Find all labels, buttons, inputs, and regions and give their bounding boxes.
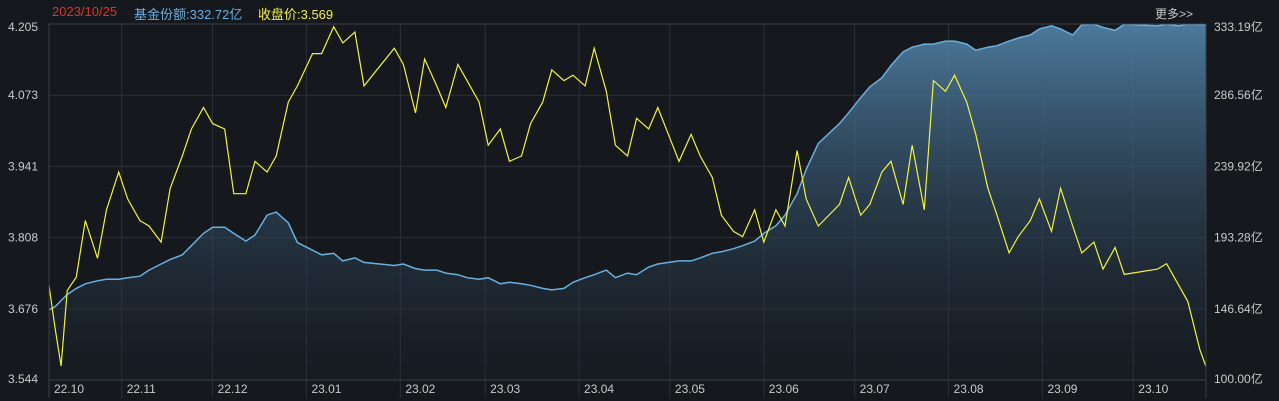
right-tick-label: 146.64亿 [1214, 301, 1263, 316]
left-tick-label: 3.808 [8, 231, 38, 245]
x-tick-label: 23.03 [490, 382, 520, 396]
right-tick-label: 100.00亿 [1214, 371, 1263, 386]
fund-shares-area [49, 24, 1206, 381]
fund-shares-label: 基金份额:332.72亿 [134, 7, 243, 22]
left-tick-label: 4.205 [8, 20, 38, 34]
x-tick-label: 23.01 [311, 382, 341, 396]
right-tick-label: 286.56亿 [1214, 87, 1263, 102]
x-tick-label: 23.10 [1138, 382, 1168, 396]
right-axis-ticks: 100.00亿 146.64亿 193.28亿 239.92亿 286.56亿 333.1… [1214, 19, 1263, 386]
left-tick-label: 3.676 [8, 302, 38, 316]
x-tick-label: 22.11 [127, 382, 156, 396]
date-label: 2023/10/25 [52, 4, 118, 19]
x-tick-label: 23.05 [675, 382, 705, 396]
x-tick-label: 23.09 [1047, 382, 1077, 396]
right-tick-label: 239.92亿 [1214, 158, 1263, 173]
x-tick-label: 23.02 [405, 382, 435, 396]
more-link[interactable]: 更多>> [1154, 7, 1193, 21]
x-tick-label: 23.08 [954, 382, 984, 396]
left-tick-label: 3.941 [8, 159, 38, 173]
x-tick-label: 22.12 [218, 382, 248, 396]
x-tick-label: 22.10 [54, 382, 84, 396]
close-price-line [48, 25, 1207, 367]
right-tick-label: 193.28亿 [1214, 230, 1263, 245]
right-tick-label: 333.19亿 [1214, 19, 1263, 34]
x-tick-label: 23.06 [769, 382, 799, 396]
plot-frame [48, 23, 1207, 398]
left-tick-label: 4.073 [8, 88, 38, 102]
fund-shares-line [48, 23, 1206, 311]
x-tick-label: 23.04 [584, 382, 614, 396]
left-tick-label: 3.544 [8, 372, 38, 386]
x-tick-label: 23.07 [860, 382, 890, 396]
close-price-label: 收盘价:3.569 [258, 7, 334, 22]
left-axis-ticks: 3.544 3.676 3.808 3.941 4.073 4.205 [8, 20, 38, 386]
x-axis-ticks: 22.10 22.11 22.12 23.01 23.02 23.03 23.04 23.05… [54, 382, 1169, 396]
